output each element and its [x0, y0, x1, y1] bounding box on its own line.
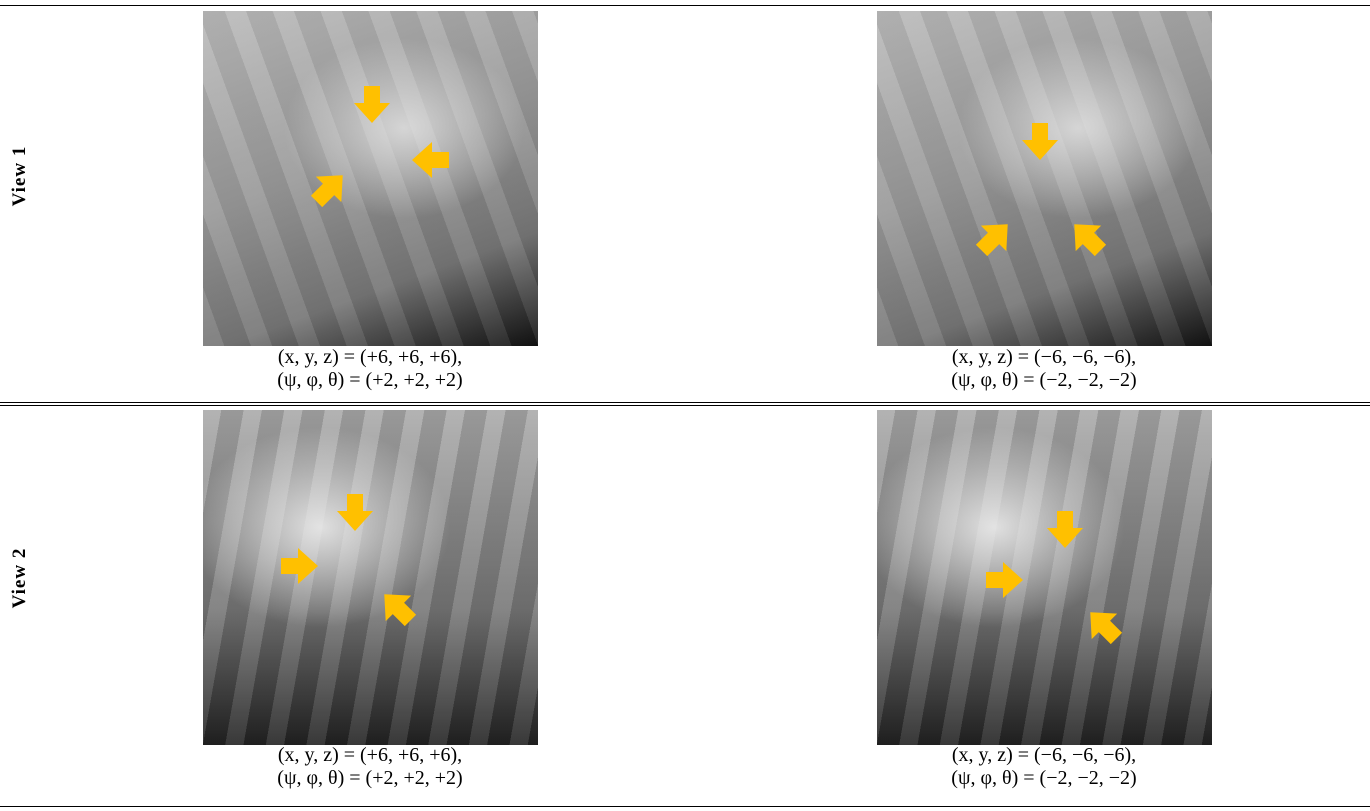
arrow	[975, 224, 1008, 257]
arrow	[412, 142, 449, 178]
caption: (x, y, z) = (−6, −6, −6), (ψ, φ, θ) = (−2…	[844, 346, 1244, 392]
caption: (x, y, z) = (+6, +6, +6), (ψ, φ, θ) = (+2…	[170, 346, 570, 392]
caption-line: (ψ, φ, θ) = (+2, +2, +2)	[277, 369, 463, 391]
arrow-shape	[310, 175, 343, 208]
arrow-shape	[1022, 123, 1058, 160]
caption-line: (ψ, φ, θ) = (+2, +2, +2)	[277, 767, 463, 789]
arrow-shape	[337, 494, 373, 531]
arrow-shape	[1090, 612, 1123, 645]
arrow-shape	[384, 594, 417, 627]
caption-line: (ψ, φ, θ) = (−2, −2, −2)	[951, 369, 1137, 391]
arrow	[310, 175, 343, 208]
mid-rule	[0, 405, 1370, 406]
arrow	[337, 494, 373, 531]
bottom-rule	[0, 806, 1370, 807]
caption-line: (x, y, z) = (−6, −6, −6),	[951, 346, 1137, 368]
arrow	[1022, 123, 1058, 160]
arrow	[1047, 511, 1083, 548]
xray-image	[203, 410, 538, 745]
xray-image	[877, 11, 1212, 346]
arrow	[1074, 224, 1107, 257]
arrow-shape	[1047, 511, 1083, 548]
row-label: View 2	[9, 547, 30, 609]
arrow-shape	[1074, 224, 1107, 257]
xray-image	[203, 11, 538, 346]
arrow	[281, 548, 318, 584]
caption-line: (x, y, z) = (+6, +6, +6),	[277, 346, 463, 368]
row-label: View 1	[9, 145, 30, 207]
arrow-shape	[354, 86, 390, 123]
caption: (x, y, z) = (+6, +6, +6), (ψ, φ, θ) = (+2…	[170, 744, 570, 790]
caption: (x, y, z) = (−6, −6, −6), (ψ, φ, θ) = (−2…	[844, 744, 1244, 790]
mid-rule	[0, 402, 1370, 403]
arrow	[384, 594, 417, 627]
arrow-shape	[975, 224, 1008, 257]
caption-line: (x, y, z) = (−6, −6, −6),	[951, 744, 1137, 766]
arrow-shape	[986, 562, 1023, 598]
caption-line: (x, y, z) = (+6, +6, +6),	[277, 744, 463, 766]
arrow	[986, 562, 1023, 598]
caption-line: (ψ, φ, θ) = (−2, −2, −2)	[951, 767, 1137, 789]
arrow-shape	[281, 548, 318, 584]
arrow	[354, 86, 390, 123]
arrow	[1090, 612, 1123, 645]
top-rule	[0, 5, 1370, 6]
xray-image	[877, 410, 1212, 745]
arrow-shape	[412, 142, 449, 178]
